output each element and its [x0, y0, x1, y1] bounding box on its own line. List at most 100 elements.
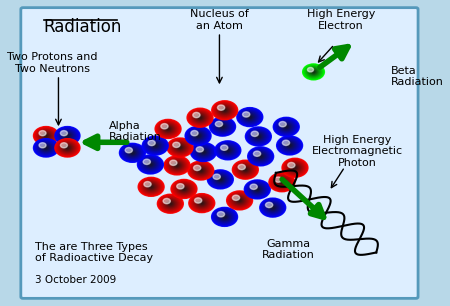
- Circle shape: [219, 213, 230, 221]
- Circle shape: [213, 174, 228, 185]
- Circle shape: [67, 147, 68, 148]
- Circle shape: [262, 200, 283, 215]
- Circle shape: [244, 169, 246, 170]
- Circle shape: [250, 130, 267, 143]
- Circle shape: [252, 150, 269, 162]
- Circle shape: [62, 144, 73, 152]
- Circle shape: [277, 136, 302, 155]
- Circle shape: [191, 130, 206, 141]
- Circle shape: [305, 66, 322, 78]
- Circle shape: [214, 209, 235, 224]
- Circle shape: [142, 180, 160, 194]
- Circle shape: [234, 196, 245, 204]
- Circle shape: [286, 143, 293, 148]
- Circle shape: [308, 68, 319, 76]
- Circle shape: [38, 130, 54, 142]
- Circle shape: [42, 145, 50, 151]
- Circle shape: [148, 184, 155, 189]
- Circle shape: [148, 140, 155, 146]
- Circle shape: [195, 198, 208, 208]
- Circle shape: [188, 161, 214, 180]
- Circle shape: [177, 145, 183, 150]
- Circle shape: [196, 199, 207, 207]
- Circle shape: [169, 203, 171, 204]
- Circle shape: [145, 160, 156, 169]
- Circle shape: [198, 200, 206, 206]
- Circle shape: [172, 162, 182, 169]
- Circle shape: [239, 165, 252, 174]
- Circle shape: [159, 196, 181, 212]
- Circle shape: [275, 177, 288, 187]
- Circle shape: [284, 125, 289, 129]
- Circle shape: [168, 202, 172, 205]
- Circle shape: [207, 170, 233, 189]
- Circle shape: [209, 171, 231, 188]
- Circle shape: [281, 123, 292, 131]
- Circle shape: [221, 146, 234, 155]
- Circle shape: [235, 197, 244, 204]
- Circle shape: [224, 216, 225, 218]
- Circle shape: [170, 160, 184, 171]
- Circle shape: [220, 145, 228, 150]
- Circle shape: [256, 188, 259, 191]
- Circle shape: [40, 132, 51, 140]
- Circle shape: [232, 160, 258, 179]
- Circle shape: [147, 162, 154, 167]
- Circle shape: [65, 134, 70, 138]
- Circle shape: [128, 149, 137, 156]
- Circle shape: [215, 175, 226, 183]
- Circle shape: [196, 134, 200, 137]
- Circle shape: [36, 141, 56, 155]
- FancyBboxPatch shape: [21, 8, 418, 298]
- Circle shape: [252, 132, 265, 141]
- Circle shape: [55, 127, 80, 145]
- Circle shape: [166, 200, 175, 207]
- Circle shape: [198, 148, 209, 156]
- Circle shape: [199, 169, 202, 172]
- Circle shape: [57, 128, 78, 144]
- Circle shape: [216, 177, 224, 182]
- Circle shape: [122, 145, 144, 161]
- Circle shape: [248, 129, 269, 144]
- Circle shape: [227, 150, 229, 151]
- Circle shape: [187, 128, 209, 144]
- Circle shape: [221, 214, 228, 220]
- Circle shape: [37, 141, 55, 155]
- Circle shape: [224, 147, 232, 153]
- Circle shape: [59, 130, 76, 142]
- Circle shape: [39, 143, 53, 153]
- Circle shape: [167, 158, 187, 173]
- Circle shape: [119, 143, 145, 162]
- Circle shape: [141, 158, 160, 171]
- Circle shape: [164, 126, 172, 132]
- Circle shape: [194, 166, 207, 175]
- Circle shape: [146, 161, 155, 168]
- Circle shape: [226, 149, 230, 152]
- Circle shape: [144, 137, 166, 154]
- Circle shape: [193, 112, 207, 123]
- Circle shape: [194, 132, 202, 139]
- Circle shape: [177, 184, 190, 194]
- Circle shape: [171, 141, 189, 154]
- Circle shape: [67, 135, 68, 136]
- Circle shape: [146, 139, 165, 152]
- Circle shape: [192, 112, 208, 124]
- Circle shape: [63, 132, 72, 139]
- Circle shape: [129, 150, 136, 155]
- Circle shape: [236, 198, 243, 203]
- Circle shape: [271, 206, 274, 209]
- Circle shape: [249, 130, 268, 143]
- Circle shape: [307, 67, 314, 72]
- Circle shape: [220, 125, 225, 129]
- Circle shape: [160, 123, 176, 135]
- Circle shape: [256, 153, 265, 160]
- Circle shape: [306, 66, 321, 78]
- Circle shape: [196, 147, 211, 158]
- Circle shape: [229, 192, 251, 209]
- Circle shape: [274, 177, 282, 182]
- Circle shape: [149, 185, 153, 188]
- Circle shape: [124, 147, 141, 159]
- Circle shape: [171, 161, 183, 170]
- Circle shape: [144, 160, 157, 169]
- Circle shape: [312, 71, 315, 73]
